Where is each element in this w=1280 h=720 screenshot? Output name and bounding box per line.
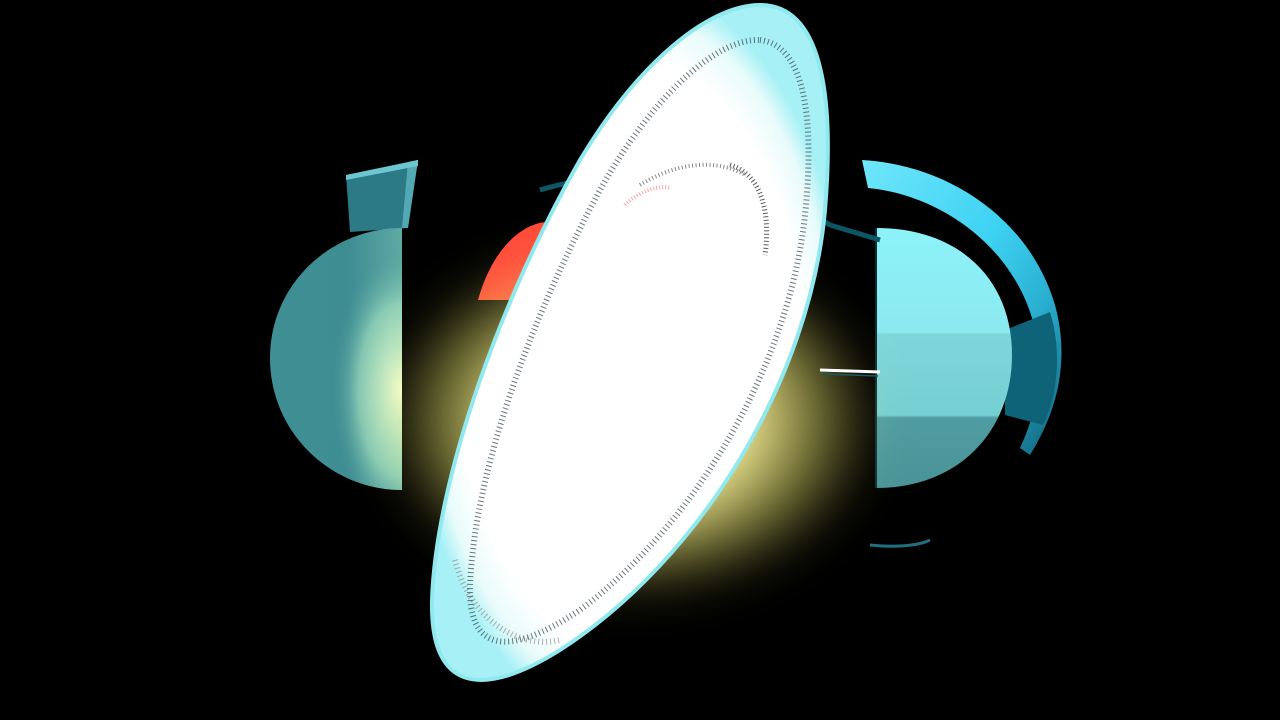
core-shell xyxy=(429,2,881,682)
left-band-piece xyxy=(346,160,418,232)
right-ring-shell xyxy=(862,160,1062,548)
right-hemisphere xyxy=(875,228,1012,488)
left-hemisphere xyxy=(270,228,402,490)
